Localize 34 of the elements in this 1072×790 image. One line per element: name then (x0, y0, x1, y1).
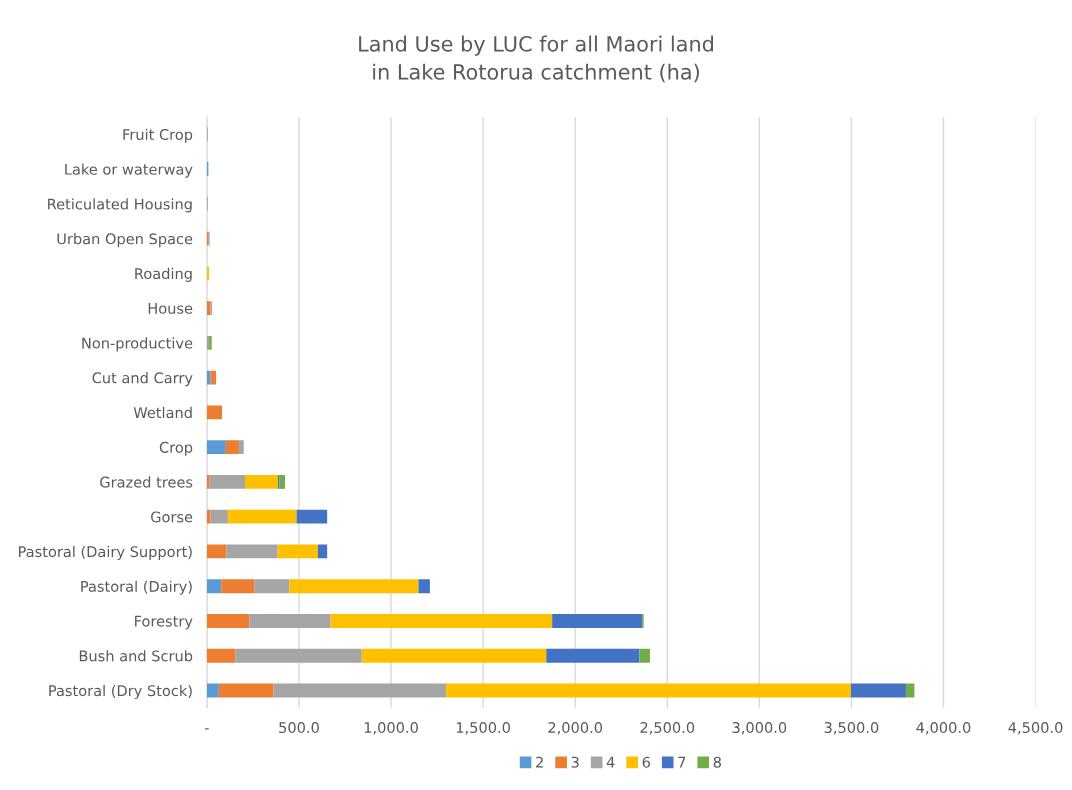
y-tick-label: Pastoral (Dairy Support) (19, 545, 192, 560)
y-tick-label: Crop (159, 441, 193, 456)
y-tick-label: Gorse (151, 511, 193, 523)
y-tick-label: Fruit Crop (123, 128, 193, 143)
x-tick-label: 4,500.0 (1008, 721, 1063, 735)
x-tick-label: 3,000.0 (732, 721, 787, 735)
x-tick-label: 1,500.0 (456, 721, 510, 735)
legend-label: 7 (678, 756, 686, 768)
y-tick-label: Pastoral (Dairy) (81, 580, 192, 595)
y-tick-label: Grazed trees (100, 476, 193, 488)
x-tick-label: 1,000.0 (364, 721, 418, 735)
y-tick-label: Cut and Carry (92, 372, 193, 387)
y-tick-label: Urban Open Space (57, 233, 193, 248)
legend-label: 3 (571, 756, 579, 768)
y-tick-label: Bush and Scrub (79, 650, 193, 662)
y-tick-label: Wetland (133, 406, 192, 419)
legend-label: 8 (713, 756, 721, 768)
legend-label: 4 (606, 756, 615, 768)
x-tick-label: 500.0 (279, 721, 319, 734)
x-tick-label: 2,500.0 (640, 721, 695, 735)
chart-title: Land Use by LUC for all Maori land in Lake Rotorua catchment (ha) (359, 35, 714, 83)
legend-label: 2 (536, 756, 543, 768)
y-tick-label: Roading (135, 267, 192, 282)
y-tick-label: Lake or waterway (65, 163, 193, 178)
y-tick-label: Pastoral (Dry Stock) (49, 684, 192, 700)
y-tick-label: Non-productive (82, 337, 193, 352)
x-tick-label: 4,000.0 (916, 721, 971, 735)
y-tick-label: House (148, 303, 193, 314)
legend-label: 6 (642, 756, 650, 768)
x-tick-label: - (204, 728, 209, 730)
x-tick-label: 3,500.0 (824, 721, 879, 735)
y-tick-label: Reticulated Housing (48, 198, 192, 213)
x-tick-label: 2,000.0 (548, 721, 603, 735)
y-tick-label: Forestry (135, 615, 193, 630)
